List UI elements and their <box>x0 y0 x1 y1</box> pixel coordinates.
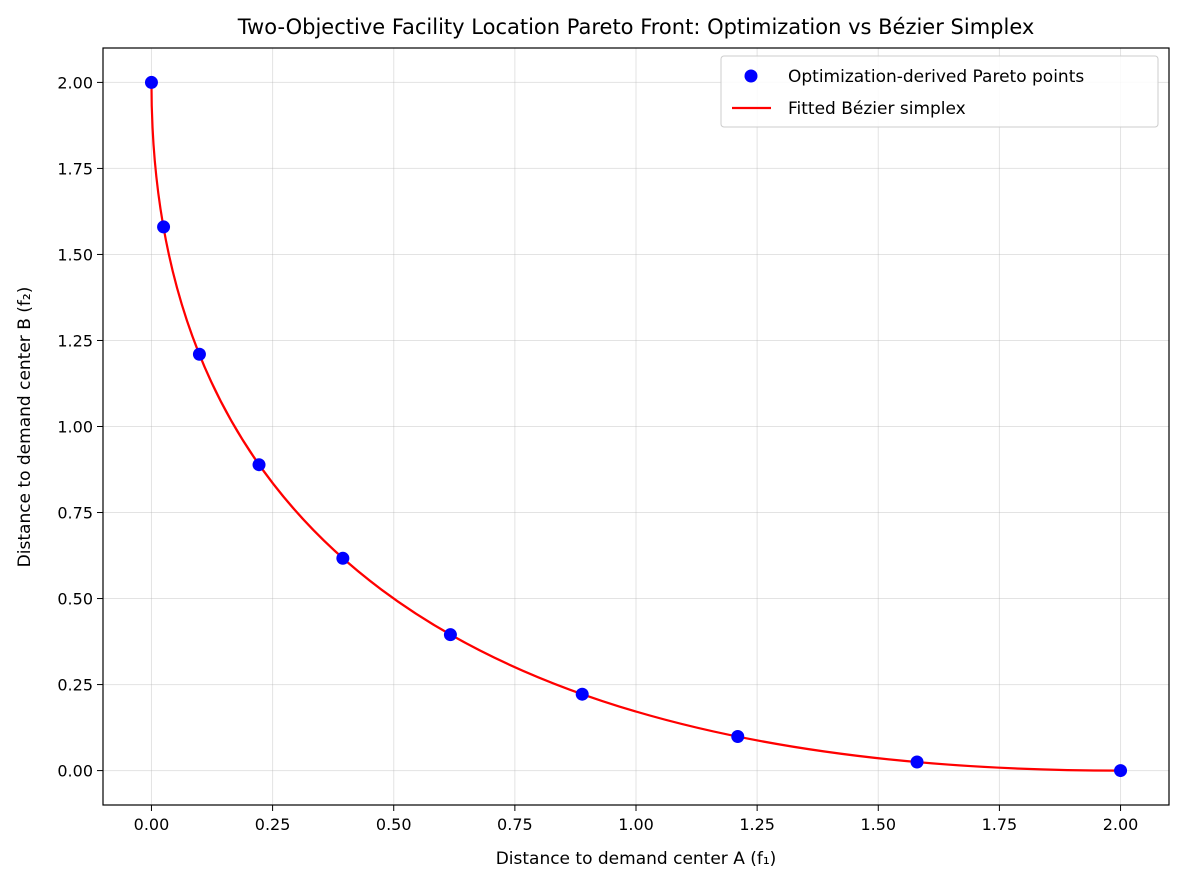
bezier-simplex-curve <box>150 82 1121 772</box>
pareto-point <box>1114 764 1128 778</box>
y-tick-label: 2.00 <box>57 73 93 92</box>
y-tick-label: 1.25 <box>57 331 93 350</box>
pareto-point <box>144 75 158 89</box>
legend-label-scatter: Optimization-derived Pareto points <box>788 67 1084 87</box>
x-axis-label: Distance to demand center A (f₁) <box>496 849 777 869</box>
y-tick-label: 1.75 <box>57 159 93 178</box>
y-tick-label: 1.50 <box>57 245 93 264</box>
y-tick-label: 0.50 <box>57 590 93 609</box>
pareto-point <box>910 755 924 769</box>
pareto-point <box>336 551 350 565</box>
pareto-point <box>252 458 266 472</box>
x-tick-label: 1.00 <box>618 815 654 834</box>
legend: Optimization-derived Pareto points Fitte… <box>720 55 1159 128</box>
x-tick-label: 1.50 <box>860 815 896 834</box>
pareto-point <box>157 220 171 234</box>
pareto-point <box>731 730 745 744</box>
x-tick-label: 0.25 <box>255 815 291 834</box>
pareto-point <box>575 687 589 701</box>
chart-title: Two-Objective Facility Location Pareto F… <box>237 15 1035 39</box>
legend-box <box>720 55 1159 128</box>
legend-scatter-marker <box>744 69 758 83</box>
bezier-curve-layer <box>150 82 1121 772</box>
legend-label-line: Fitted Bézier simplex <box>788 99 966 119</box>
x-tick-label: 1.75 <box>982 815 1018 834</box>
x-tick-label: 0.00 <box>134 815 170 834</box>
x-tick-label: 0.50 <box>376 815 412 834</box>
y-tick-label: 0.00 <box>57 762 93 781</box>
x-tick-label: 0.75 <box>497 815 533 834</box>
y-axis-label: Distance to demand center B (f₂) <box>15 287 35 568</box>
x-axis-ticks: 0.00 0.25 0.50 0.75 1.00 1.25 1.50 1.75 2.00 <box>134 805 1139 834</box>
x-tick-label: 1.25 <box>739 815 775 834</box>
scatter-points-layer <box>144 75 1128 778</box>
y-tick-label: 1.00 <box>57 418 93 437</box>
y-axis-ticks: 0.00 0.25 0.50 0.75 1.00 1.25 1.50 1.75 2.00 <box>57 73 103 781</box>
x-tick-label: 2.00 <box>1103 815 1139 834</box>
pareto-point <box>443 628 457 642</box>
y-tick-label: 0.75 <box>57 504 93 523</box>
plot-area-frame <box>102 47 1170 806</box>
y-tick-label: 0.25 <box>57 676 93 695</box>
pareto-point <box>192 347 206 361</box>
grid <box>103 48 1169 805</box>
